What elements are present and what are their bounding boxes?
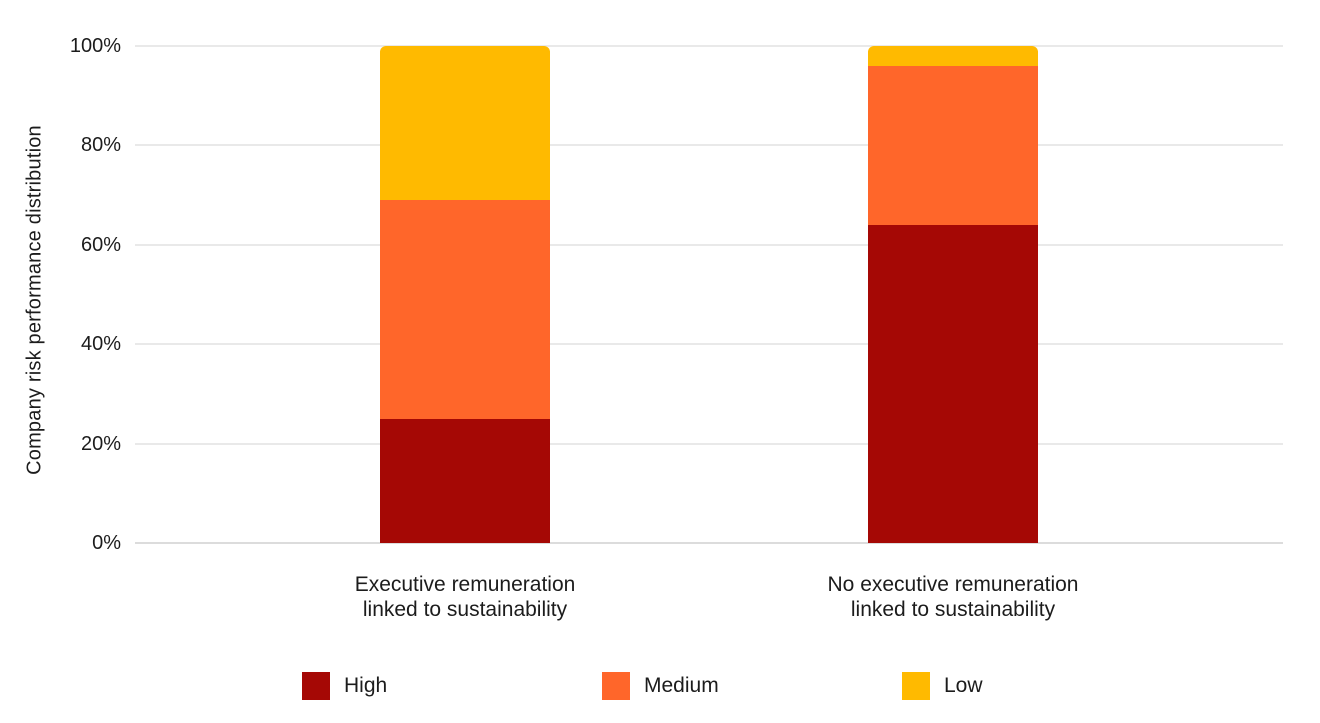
plot-area	[135, 45, 1283, 544]
y-axis-title: Company risk performance distribution	[23, 125, 46, 475]
legend-item-low: Low	[902, 672, 983, 700]
y-tick-label-60: 60%	[80, 233, 121, 256]
bar-1-segment-low	[380, 46, 550, 201]
bar-2	[868, 46, 1038, 543]
y-tick-label-100: 100%	[69, 35, 121, 57]
bar-1-segment-high	[380, 418, 550, 543]
y-tick-label-40: 40%	[80, 333, 121, 356]
legend-swatch-high	[302, 672, 330, 700]
legend-item-high: High	[302, 672, 387, 700]
legend-label-medium: Medium	[644, 674, 719, 697]
gridline-80	[135, 144, 1283, 147]
x-axis-label-2: No executive remuneration linked to sust…	[827, 573, 1079, 621]
y-tick-label-80: 80%	[80, 134, 121, 157]
legend-label-low: Low	[944, 674, 983, 697]
gridline-40	[135, 343, 1283, 346]
gridline-100	[135, 45, 1283, 47]
gridline-60	[135, 243, 1283, 246]
bar-1	[380, 46, 550, 543]
legend-item-medium: Medium	[602, 672, 719, 700]
bar-2-segment-low	[868, 46, 1038, 66]
bar-1-segment-medium	[380, 200, 550, 419]
bar-2-segment-high	[868, 224, 1038, 543]
legend-label-high: High	[344, 674, 388, 697]
y-tick-label-20: 20%	[80, 432, 121, 455]
legend-swatch-low	[902, 672, 930, 700]
legend-swatch-medium	[602, 672, 630, 700]
y-tick-label-0: 0%	[92, 532, 121, 554]
gridline-20	[135, 442, 1283, 445]
x-axis-label-1: Executive remuneration linked to sustain…	[354, 573, 576, 621]
bar-2-segment-medium	[868, 65, 1038, 225]
gridline-0	[135, 542, 1283, 544]
